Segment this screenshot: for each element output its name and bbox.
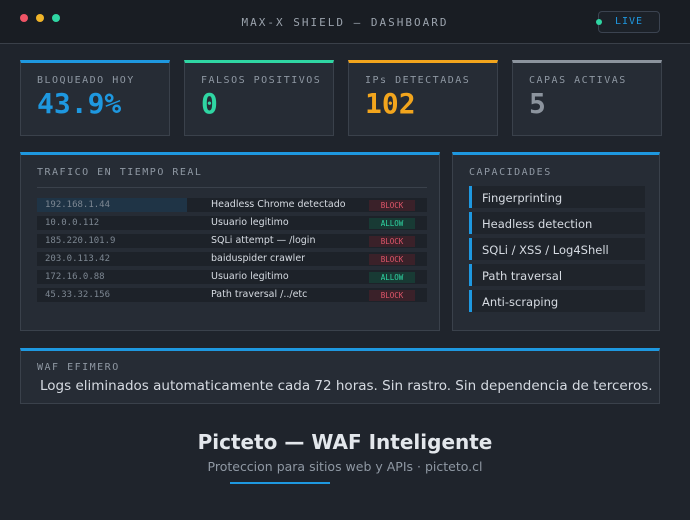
header-title: MAX-X SHIELD — DASHBOARD (241, 16, 449, 29)
status-badge: BLOCK (369, 290, 415, 301)
ip-address: 45.33.32.156 (45, 290, 111, 300)
top-bar: MAX-X SHIELD — DASHBOARD LIVE (0, 0, 690, 44)
stat-card: IPs DETECTADAS 102 (348, 60, 498, 136)
ip-address: 203.0.113.42 (45, 254, 111, 264)
ip-address: 192.168.1.44 (45, 200, 111, 210)
status-badge: ALLOW (369, 218, 415, 229)
stat-label: IPs DETECTADAS (365, 75, 471, 86)
live-label: LIVE (614, 16, 644, 27)
ip-address: 172.16.0.88 (45, 272, 105, 282)
panel-title: CAPACIDADES (469, 167, 552, 178)
stat-label: FALSOS POSITIVOS (201, 75, 322, 86)
window-dot[interactable] (52, 14, 60, 22)
event: Usuario legitimo (211, 271, 289, 282)
panel-title: TRAFICO EN TIEMPO REAL (37, 167, 203, 178)
status-badge: ALLOW (369, 272, 415, 283)
stat-value: 0 (201, 87, 218, 120)
status-badge: BLOCK (369, 200, 415, 211)
capability: Fingerprinting (469, 186, 645, 208)
traffic-row: 172.16.0.88 Usuario legitimo ALLOW (37, 270, 427, 284)
stat-value: 5 (529, 87, 546, 120)
stat-card: CAPAS ACTIVAS 5 (512, 60, 662, 136)
capabilities-panel: CAPACIDADES Fingerprinting Headless detec… (452, 152, 660, 331)
event: Headless Chrome detectado (211, 199, 346, 210)
waf-text: Logs eliminados automaticamente cada 72 … (40, 378, 653, 394)
event: SQLi attempt — /login (211, 235, 316, 246)
footer-underline (230, 482, 330, 484)
ip-address: 10.0.0.112 (45, 218, 100, 228)
traffic-panel: TRAFICO EN TIEMPO REAL 192.168.1.44 Headl… (20, 152, 440, 331)
capability: Headless detection (469, 212, 645, 234)
status-badge: BLOCK (369, 254, 415, 265)
live-badge[interactable]: LIVE (596, 11, 660, 33)
traffic-row: 185.220.101.9 SQLi attempt — /login BLOCK (37, 234, 427, 248)
event: Path traversal /../etc (211, 289, 308, 300)
stat-card: BLOQUEADO HOY 43.9% (20, 60, 170, 136)
footer-subtitle: Proteccion para sitios web y APIs · pict… (207, 459, 483, 474)
stat-value: 43.9% (37, 87, 122, 120)
stat-card: FALSOS POSITIVOS 0 (184, 60, 334, 136)
window-dot[interactable] (36, 14, 44, 22)
ip-address: 185.220.101.9 (45, 236, 116, 246)
event: Usuario legitimo (211, 217, 289, 228)
traffic-row: 10.0.0.112 Usuario legitimo ALLOW (37, 216, 427, 230)
window-dot[interactable] (20, 14, 28, 22)
capability: Path traversal (469, 264, 645, 286)
panel-title: WAF EFIMERO (37, 362, 120, 373)
waf-panel: WAF EFIMERO Logs eliminados automaticame… (20, 348, 660, 404)
capability: Anti-scraping (469, 290, 645, 312)
divider (37, 187, 427, 188)
status-badge: BLOCK (369, 236, 415, 247)
traffic-row: 192.168.1.44 Headless Chrome detectado BLO… (37, 198, 427, 212)
traffic-row: 45.33.32.156 Path traversal /../etc BLOCK (37, 288, 427, 302)
footer-title: Picteto — WAF Inteligente (197, 430, 493, 454)
row-highlight (37, 198, 187, 212)
live-dot (596, 19, 602, 25)
traffic-row: 203.0.113.42 baiduspider crawler BLOCK (37, 252, 427, 266)
capability: SQLi / XSS / Log4Shell (469, 238, 645, 260)
stat-value: 102 (365, 87, 416, 120)
event: baiduspider crawler (211, 253, 306, 264)
stat-label: BLOQUEADO HOY (37, 75, 135, 86)
stat-label: CAPAS ACTIVAS (529, 75, 627, 86)
